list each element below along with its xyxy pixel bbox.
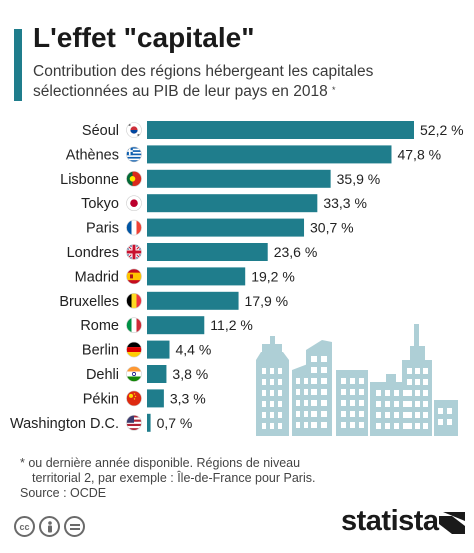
value-label: 47,8 % (397, 146, 441, 162)
value-label: 3,8 % (172, 366, 208, 382)
category-label: Paris (86, 221, 119, 237)
value-label: 17,9 % (245, 293, 289, 309)
bar (147, 389, 164, 408)
bar-row: Dehli 3,8 % (86, 365, 208, 383)
value-label: 35,9 % (337, 171, 381, 187)
bar (147, 243, 268, 261)
portugal-flag-icon (126, 171, 142, 187)
spain-flag-icon (126, 268, 142, 285)
greece-flag-icon (126, 146, 142, 163)
bar-row: Berlin 4,4 % (82, 340, 212, 359)
bar (147, 194, 318, 213)
bar (147, 218, 305, 237)
statista-logo-icon (439, 512, 465, 534)
bar (147, 267, 246, 286)
bar-row: Lisbonne 35,9 % (60, 169, 381, 188)
category-label: Séoul (82, 123, 119, 139)
footnote-line-1: * ou dernière année disponible. Régions … (20, 456, 301, 470)
bar-row: Tokyo 33,3 % (81, 194, 367, 213)
value-label: 11,2 % (210, 317, 253, 333)
value-label: 3,3 % (170, 390, 206, 406)
south-korea-flag-icon (126, 122, 142, 138)
category-label: Tokyo (81, 196, 119, 212)
united-states-flag-icon (126, 414, 142, 431)
category-label: Athènes (66, 147, 119, 163)
united-kingdom-flag-icon (126, 244, 142, 260)
attribution-icon[interactable] (39, 516, 60, 537)
india-flag-icon (126, 366, 142, 382)
category-label: Washington D.C. (10, 416, 119, 432)
france-flag-icon (126, 219, 142, 236)
bar (147, 340, 170, 359)
germany-flag-icon (126, 341, 142, 358)
skyline-windows (262, 356, 452, 429)
value-label: 52,2 % (420, 122, 464, 138)
bars-group: Séoul 52,2 % Athènes 47,8 % Lisbonne 35,9 % To… (10, 121, 464, 432)
bar-row: Athènes 47,8 % (66, 145, 441, 164)
value-label: 30,7 % (310, 220, 354, 236)
bar (147, 169, 331, 188)
italy-flag-icon (126, 317, 142, 334)
bar (147, 316, 205, 335)
bar-row: Londres 23,6 % (67, 243, 318, 261)
category-label: Dehli (86, 367, 119, 383)
bar-row: Pékin 3,3 % (83, 389, 206, 408)
belgium-flag-icon (126, 292, 142, 309)
no-derivatives-icon[interactable] (64, 516, 85, 537)
footnote-line-2: territorial 2, par exemple : Île-de-Fran… (32, 471, 316, 485)
value-label: 23,6 % (274, 244, 318, 260)
category-label: Lisbonne (60, 172, 119, 188)
chart-title: L'effet "capitale" (33, 22, 255, 53)
license-icons: cc (14, 516, 85, 537)
bar (147, 413, 151, 432)
category-label: Bruxelles (59, 294, 119, 310)
bar-row: Paris 30,7 % (86, 218, 354, 237)
category-label: Berlin (82, 343, 119, 359)
bar (147, 121, 414, 139)
chart-subtitle: Contribution des régions hébergeant les … (33, 62, 463, 102)
category-label: Londres (67, 245, 119, 261)
value-label: 0,7 % (157, 415, 193, 431)
value-label: 33,3 % (323, 195, 367, 211)
category-label: Pékin (83, 391, 119, 407)
bar-row: Séoul 52,2 % (82, 121, 464, 139)
source-note: Source : OCDE (20, 486, 107, 500)
footnote: * ou dernière année disponible. Régions … (20, 456, 315, 501)
category-label: Rome (80, 318, 119, 334)
statista-logo-text[interactable]: statista (341, 505, 439, 537)
bar (147, 291, 239, 310)
bar (147, 365, 167, 383)
bar-row: Rome 11,2 % (80, 316, 253, 335)
bar (147, 145, 392, 164)
value-label: 19,2 % (251, 268, 295, 284)
bar-row: Bruxelles 17,9 % (59, 291, 289, 310)
bar-row: Washington D.C. 0,7 % (10, 413, 193, 432)
china-flag-icon (126, 390, 142, 407)
cc-license-icon[interactable]: cc (14, 516, 35, 537)
category-label: Madrid (75, 269, 119, 285)
japan-flag-icon (126, 195, 142, 211)
subtitle-footnote-mark: * (332, 85, 336, 95)
bar-row: Madrid 19,2 % (75, 267, 295, 286)
value-label: 4,4 % (176, 342, 212, 358)
title-accent-bar (14, 29, 22, 101)
subtitle-text: Contribution des régions hébergeant les … (33, 63, 374, 100)
